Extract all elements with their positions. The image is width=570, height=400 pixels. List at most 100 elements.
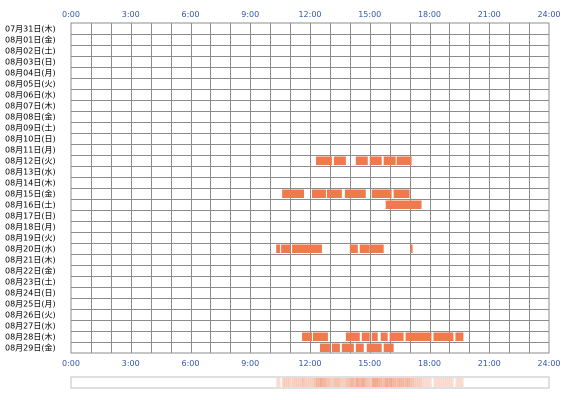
x-tick-label-bottom: 24:00	[537, 359, 560, 368]
summary-strip-cell	[421, 378, 424, 387]
activity-bar	[396, 156, 412, 165]
x-tick-label-bottom: 6:00	[182, 359, 200, 368]
activity-bar	[371, 189, 392, 198]
activity-bar	[302, 332, 312, 341]
row-label: 08月25日(月)	[5, 300, 56, 309]
activity-bar	[311, 189, 326, 198]
x-tick-label-top: 3:00	[122, 10, 140, 19]
summary-strip-cell	[339, 378, 343, 387]
row-label: 08月24日(日)	[5, 289, 56, 298]
summary-strip-cell	[278, 378, 281, 387]
activity-bar	[341, 343, 354, 352]
activity-bar	[292, 244, 322, 253]
x-tick-label-bottom: 9:00	[241, 359, 259, 368]
summary-strip-cell	[296, 378, 299, 387]
row-label: 08月06日(水)	[5, 90, 56, 100]
summary-strip-cell	[447, 378, 450, 387]
activity-bar	[380, 332, 388, 341]
x-tick-label-bottom: 15:00	[358, 359, 381, 368]
row-label: 08月12日(火)	[5, 157, 56, 166]
x-tick-label-bottom: 18:00	[418, 359, 441, 368]
summary-strip-cell	[425, 378, 428, 387]
summary-strip-cell	[451, 378, 454, 387]
activity-bar	[369, 156, 382, 165]
row-label: 08月02日(土)	[5, 46, 56, 56]
summary-strip-cell	[349, 378, 353, 387]
summary-strip-cell	[411, 378, 414, 387]
summary-strip-cell	[286, 378, 289, 387]
summary-strip-cell	[383, 378, 386, 387]
summary-strip-cell	[323, 378, 327, 387]
summary-strip-cell	[359, 378, 363, 387]
summary-strip-cell	[419, 378, 422, 387]
summary-strip-cell	[341, 378, 345, 387]
x-tick-label-top: 6:00	[182, 10, 200, 19]
summary-strip-cell	[310, 378, 313, 387]
activity-bar	[383, 156, 396, 165]
summary-strip-cell	[302, 378, 305, 387]
activity-bar	[359, 244, 370, 253]
summary-strip-cell	[345, 378, 349, 387]
row-label: 08月23日(土)	[5, 277, 56, 287]
row-label: 08月16日(土)	[5, 200, 56, 210]
activity-bar	[349, 244, 358, 253]
activity-bar	[371, 332, 378, 341]
summary-strip-cell	[306, 378, 309, 387]
row-label: 08月07日(木)	[5, 101, 56, 111]
activity-bar	[355, 156, 368, 165]
summary-strip-cell	[433, 378, 436, 387]
summary-strip-cell	[457, 378, 460, 387]
activity-bar	[276, 244, 281, 253]
chart-grid	[70, 22, 550, 354]
row-label: 08月17日(日)	[5, 212, 56, 221]
summary-strip-frame	[70, 376, 550, 389]
row-label: 08月14日(木)	[5, 178, 56, 188]
row-label: 08月15日(金)	[5, 189, 56, 199]
row-label: 08月28日(木)	[5, 332, 56, 342]
row-label: 08月26日(火)	[5, 311, 56, 320]
summary-strip-cell	[313, 378, 317, 387]
summary-strip-cell	[361, 378, 365, 387]
summary-strip-cell	[445, 378, 448, 387]
summary-strip-cell	[292, 378, 295, 387]
summary-strip-cell	[373, 378, 377, 387]
summary-strip-cell	[387, 378, 390, 387]
x-tick-label-bottom: 21:00	[478, 359, 501, 368]
row-label: 08月11日(月)	[5, 146, 56, 155]
row-label: 08月27日(水)	[5, 321, 56, 331]
summary-strip-cell	[319, 378, 323, 387]
summary-strip-cell	[443, 378, 446, 387]
summary-strip-cell	[413, 378, 416, 387]
row-label: 08月08日(金)	[5, 112, 56, 122]
row-label: 08月10日(日)	[5, 135, 56, 144]
summary-strip-cell	[397, 378, 400, 387]
x-tick-label-top: 18:00	[418, 10, 441, 19]
summary-strip-cell	[415, 378, 418, 387]
summary-strip-cell	[461, 378, 464, 387]
activity-bar	[389, 332, 404, 341]
summary-strip-cell	[276, 378, 279, 387]
activity-bar	[383, 343, 394, 352]
summary-strip-cell	[439, 378, 442, 387]
summary-strip-cell	[435, 378, 438, 387]
summary-strip-cell	[335, 378, 339, 387]
activity-bar	[405, 332, 432, 341]
summary-strip-cell	[405, 378, 408, 387]
row-label: 08月05日(火)	[5, 80, 56, 89]
summary-strip-cell	[441, 378, 444, 387]
x-tick-label-bottom: 12:00	[298, 359, 321, 368]
summary-strip-cell	[449, 378, 452, 387]
activity-bars	[276, 156, 464, 352]
summary-strip-cell	[304, 378, 307, 387]
activity-bar	[355, 343, 364, 352]
activity-bar	[319, 343, 330, 352]
x-tick-label-top: 9:00	[241, 10, 259, 19]
x-tick-label-top: 12:00	[298, 10, 321, 19]
chart-labels: 0:00 0:00 3:00 3:00 6:00 6:00 9:00 9:00 12:00 12:…	[5, 10, 561, 368]
summary-strip-cell	[401, 378, 404, 387]
summary-strip-cell	[423, 378, 426, 387]
summary-strip-cell	[393, 378, 396, 387]
activity-bar	[361, 332, 370, 341]
activity-bar	[410, 244, 413, 253]
summary-strip-cell	[455, 378, 458, 387]
